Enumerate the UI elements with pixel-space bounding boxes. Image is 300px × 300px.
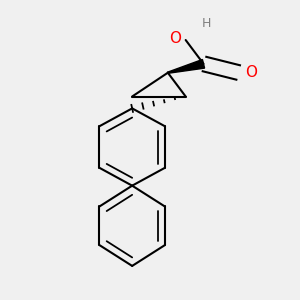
Text: O: O [245, 65, 257, 80]
Polygon shape [168, 59, 205, 73]
Text: H: H [202, 17, 211, 30]
Text: O: O [169, 31, 181, 46]
